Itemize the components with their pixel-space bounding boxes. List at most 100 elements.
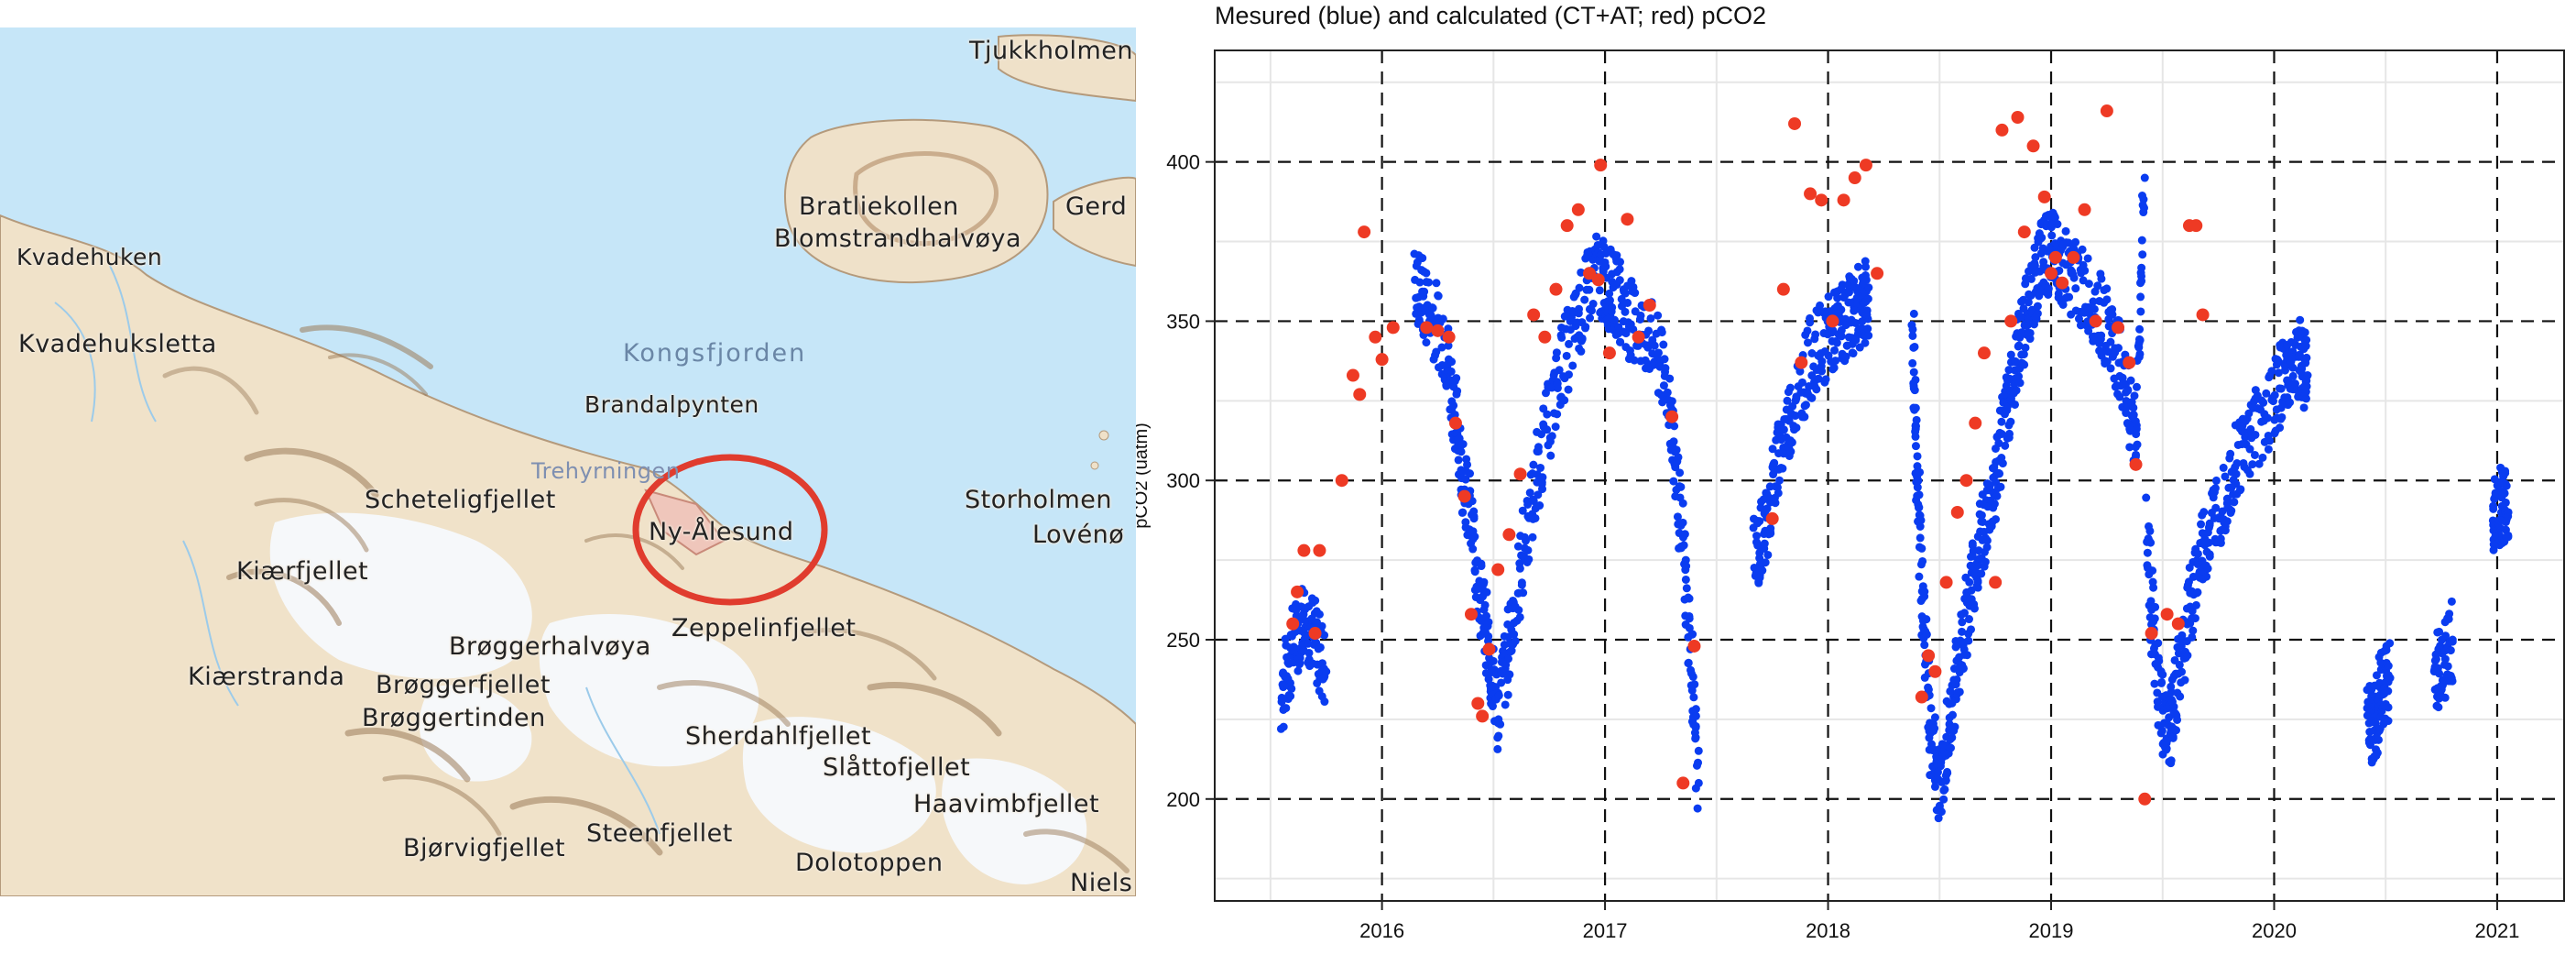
measured-point — [1543, 425, 1552, 434]
place-zeppelinfjellet: Zeppelinfjellet — [671, 614, 857, 642]
measured-point — [1982, 536, 1992, 545]
x-tick-label: 2020 — [2252, 919, 2297, 942]
calculated-point — [1826, 314, 1839, 328]
calculated-point — [2004, 314, 2018, 328]
measured-point — [1513, 542, 1523, 551]
measured-point — [1575, 283, 1584, 292]
measured-point — [1675, 468, 1685, 478]
measured-point — [1424, 278, 1434, 287]
measured-point — [2290, 379, 2299, 389]
measured-point — [2047, 231, 2057, 240]
measured-point — [1691, 705, 1700, 714]
measured-point — [1585, 285, 1594, 294]
ny-alesund-settlement — [644, 488, 726, 556]
measured-point — [2150, 614, 2159, 623]
measured-point — [1796, 367, 1805, 376]
measured-point — [2115, 392, 2124, 401]
measured-point — [1489, 656, 1498, 665]
calculated-point — [1594, 159, 1608, 172]
measured-point — [1760, 539, 1769, 548]
measured-point — [1552, 348, 1561, 357]
measured-point — [1916, 511, 1925, 521]
measured-point — [1761, 558, 1770, 567]
measured-point — [1814, 374, 1823, 383]
measured-point — [1538, 485, 1547, 494]
measured-point — [1690, 680, 1699, 689]
y-axis-ticks: 200 250 300 350 400 — [1166, 151, 1215, 811]
measured-point — [2211, 503, 2221, 512]
measured-point — [1922, 615, 1931, 624]
measured-point — [1962, 651, 1971, 660]
measured-point — [1684, 659, 1693, 668]
measured-point — [2232, 479, 2241, 488]
blomstrandhalvoya-island — [784, 118, 1049, 284]
measured-point — [1466, 469, 1475, 478]
measured-point — [1472, 585, 1481, 594]
measured-point — [2177, 667, 2186, 676]
measured-point — [1817, 367, 1827, 376]
measured-point — [2024, 298, 2033, 307]
measured-point — [1654, 311, 1663, 320]
place-steenfjellet: Steenfjellet — [586, 819, 733, 848]
measured-point — [2129, 403, 2138, 412]
measured-point — [2123, 385, 2133, 394]
measured-point — [1916, 521, 1925, 531]
measured-point — [1837, 332, 1846, 341]
measured-point — [2372, 671, 2381, 680]
measured-point — [2303, 371, 2312, 380]
measured-series — [1276, 173, 2513, 823]
measured-point — [1503, 690, 1512, 699]
measured-point — [1457, 447, 1466, 456]
measured-point — [1978, 517, 1987, 526]
measured-point — [1444, 324, 1453, 334]
calculated-point — [2037, 190, 2051, 203]
measured-point — [1774, 488, 1783, 498]
measured-point — [2176, 692, 2185, 701]
measured-point — [1910, 386, 1919, 395]
measured-point — [1973, 577, 1982, 587]
measured-point — [1515, 612, 1524, 621]
measured-point — [2015, 379, 2025, 388]
measured-point — [2157, 677, 2167, 686]
measured-point — [2146, 538, 2156, 547]
measured-point — [1659, 381, 1668, 390]
calculated-point — [1795, 356, 1808, 369]
measured-point — [1833, 293, 1842, 302]
measured-point — [2137, 271, 2146, 280]
measured-point — [1943, 768, 1952, 777]
measured-point — [1937, 807, 1946, 817]
calculated-point — [2171, 617, 2185, 631]
measured-point — [2300, 328, 2309, 337]
measured-point — [1555, 366, 1564, 375]
measured-point — [1279, 722, 1288, 731]
measured-point — [1918, 582, 1927, 591]
measured-point — [2089, 297, 2098, 306]
measured-point — [1496, 719, 1505, 729]
measured-point — [2125, 443, 2134, 452]
calculated-point — [1583, 267, 1597, 280]
calculated-point — [1353, 388, 1367, 401]
measured-point — [1524, 554, 1534, 564]
measured-point — [2069, 273, 2079, 282]
measured-point — [2149, 583, 2158, 592]
measured-point — [2204, 538, 2213, 547]
measured-point — [1958, 627, 1967, 636]
measured-point — [2158, 670, 2167, 679]
measured-point — [1599, 242, 1609, 251]
measured-point — [2180, 675, 2189, 685]
measured-point — [2139, 203, 2148, 213]
calculated-point — [2138, 792, 2152, 806]
place-ny-alesund: Ny-Ålesund — [649, 518, 794, 546]
calculated-point — [2017, 225, 2031, 239]
measured-point — [1691, 711, 1700, 720]
calculated-point — [1676, 776, 1690, 790]
measured-point — [1304, 639, 1313, 648]
measured-point — [2167, 756, 2176, 765]
y-tick-label: 200 — [1166, 788, 1200, 811]
measured-point — [1449, 401, 1458, 410]
calculated-point — [1815, 193, 1828, 207]
measured-point — [1586, 313, 1595, 323]
major-grid — [1215, 50, 2564, 901]
calculated-point — [1848, 171, 1861, 185]
measured-point — [2019, 350, 2028, 359]
